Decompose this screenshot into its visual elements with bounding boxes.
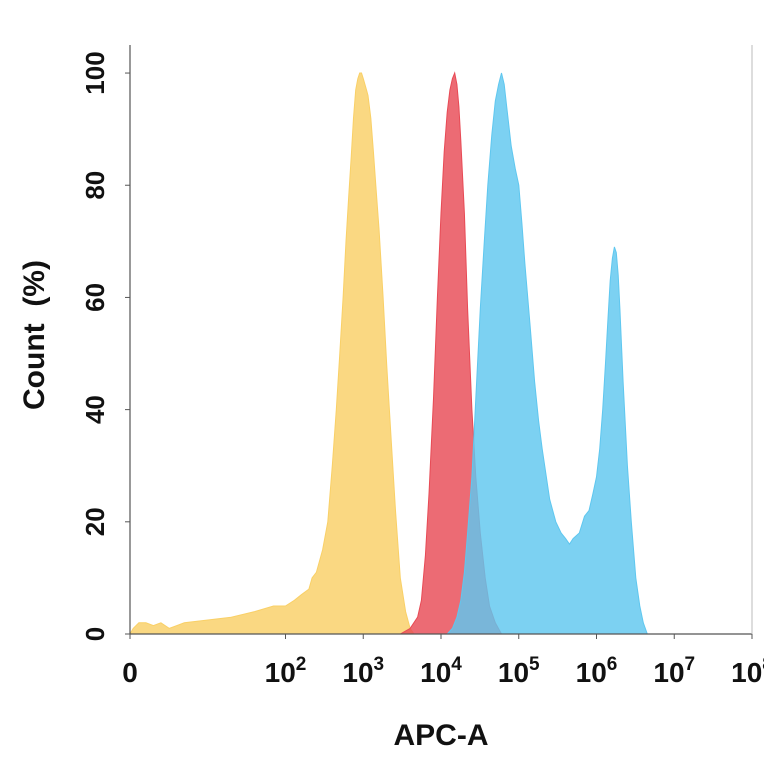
y-tick-label: 0 xyxy=(80,627,110,641)
series-layer xyxy=(129,71,649,635)
histogram-series-1 xyxy=(129,72,415,635)
x-axis-title: APC-A xyxy=(394,719,489,752)
y-tick-label: 100 xyxy=(80,51,110,94)
y-axis-title: Count (%) xyxy=(18,260,51,410)
y-tick-labels: 0 20 40 60 80 100 xyxy=(80,51,130,641)
x-tick-label: 102 xyxy=(265,654,307,688)
x-tick-label: 108 xyxy=(731,654,764,688)
y-tick-label: 40 xyxy=(80,395,110,424)
x-tick-labels: 0 102 103 104 105 106 107 108 xyxy=(122,634,764,688)
x-tick-label: 107 xyxy=(653,654,695,688)
y-tick-label: 60 xyxy=(80,283,110,312)
y-tick-label: 20 xyxy=(80,507,110,536)
x-tick-label: 104 xyxy=(420,654,462,688)
y-tick-label: 80 xyxy=(80,171,110,200)
x-tick-label: 0 xyxy=(122,657,138,688)
histogram-series-3 xyxy=(446,72,649,635)
x-tick-label: 103 xyxy=(342,654,384,688)
x-tick-label: 105 xyxy=(498,654,540,688)
x-tick-label: 106 xyxy=(576,654,618,688)
